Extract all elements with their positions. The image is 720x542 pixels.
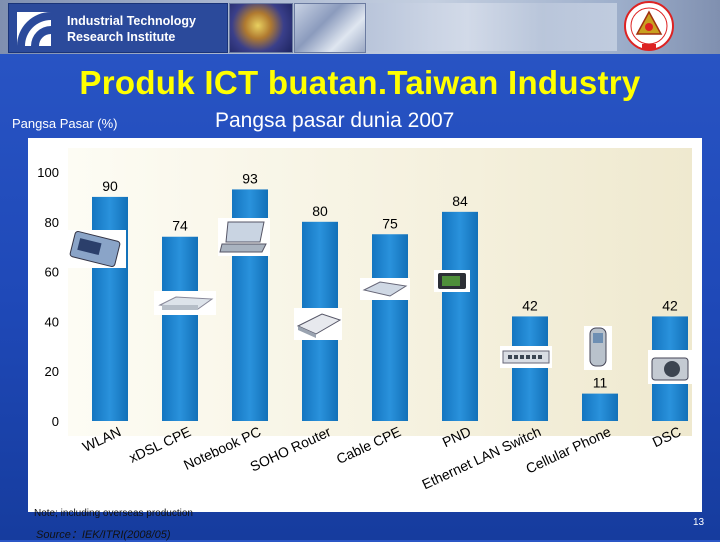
digital-camera-icon: [648, 350, 692, 384]
data-label: 75: [382, 215, 398, 231]
gps-navigator-icon: [434, 270, 470, 292]
data-label: 11: [593, 375, 608, 391]
bar-pnd: [442, 211, 478, 421]
bar-xdsl-cpe: [162, 236, 198, 421]
y-tick-label: 0: [52, 414, 59, 429]
banner-photo-globe: [229, 3, 293, 53]
page-number: 13: [693, 517, 705, 528]
org-name-line2: Research Institute: [67, 30, 176, 44]
y-tick-label: 80: [45, 215, 59, 230]
itri-logo-icon: [17, 12, 51, 46]
y-tick-label: 20: [45, 364, 59, 379]
banner-photo-chip: [294, 3, 366, 53]
data-label: 80: [312, 203, 328, 219]
chart-note: Note; including overseas production: [34, 508, 193, 519]
cellular-phone-icon: [584, 326, 612, 370]
slide-title: Produk ICT buatan.Taiwan Industry: [79, 64, 641, 101]
chart-source: Source：IEK/ITRI(2008/05): [36, 529, 171, 541]
y-axis-caption: Pangsa Pasar (%): [12, 116, 118, 131]
banner-photo-network: [367, 3, 617, 51]
lan-switch-icon: [500, 346, 552, 368]
wireless-card-icon: [66, 230, 126, 268]
institution-emblem: [624, 1, 674, 51]
chart-subtitle: Pangsa pasar dunia 2007: [215, 109, 455, 132]
y-tick-label: 40: [45, 314, 59, 329]
bar-ethernet-lan-switch: [512, 316, 548, 421]
itri-logo: Industrial Technology Research Institute: [8, 3, 228, 53]
header-banner: Industrial Technology Research Institute: [0, 0, 720, 54]
cable-modem-icon: [360, 278, 410, 300]
notebook-pc-icon: [218, 218, 270, 256]
soho-router-icon: [294, 308, 342, 340]
bar-chart-panel: 0 20 40 60 80 100 90 74 93 80 75 84 42 11 42 WLAN xDSL…: [28, 138, 702, 512]
data-label: 93: [242, 170, 258, 186]
y-tick-label: 100: [37, 165, 59, 180]
data-label: 84: [452, 193, 468, 209]
data-label: 90: [102, 178, 118, 194]
dsl-modem-icon: [154, 291, 216, 315]
bar-cellular-phone: [582, 393, 618, 421]
data-label: 42: [522, 297, 538, 313]
bar-cable-cpe: [372, 234, 408, 421]
y-tick-label: 60: [45, 265, 59, 280]
data-label: 74: [172, 218, 188, 234]
org-name-line1: Industrial Technology: [67, 14, 196, 28]
data-label: 42: [662, 297, 678, 313]
